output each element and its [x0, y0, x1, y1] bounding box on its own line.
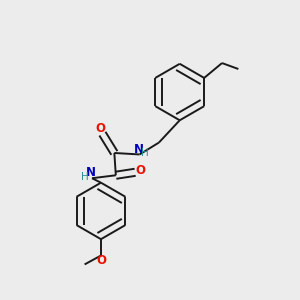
Text: O: O	[95, 122, 105, 135]
Text: N: N	[85, 167, 96, 179]
Text: N: N	[134, 142, 144, 156]
Text: H: H	[81, 172, 88, 182]
Text: H: H	[141, 148, 149, 158]
Text: O: O	[136, 164, 146, 177]
Text: O: O	[97, 254, 106, 267]
